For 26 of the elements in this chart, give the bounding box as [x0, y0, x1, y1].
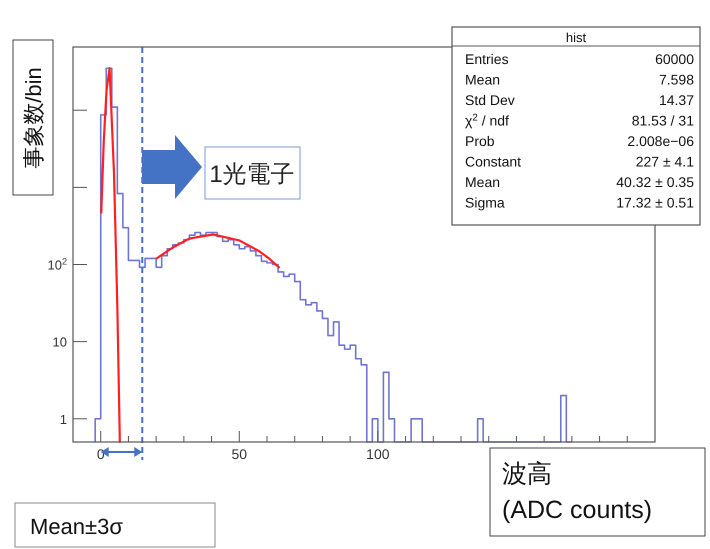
text: 7.598: [658, 72, 694, 88]
y-tick-label: 10$^{2}$: [47, 256, 67, 272]
annotation: Constant: [465, 154, 522, 170]
annotation: 1光電子: [209, 161, 295, 188]
text: Mean±3σ: [30, 514, 124, 539]
annotation: Mean: [465, 174, 500, 190]
annotation: Mean: [465, 72, 500, 88]
annotation: 227 ± 4.1: [636, 154, 694, 170]
annotation: 2.008e−06: [627, 133, 694, 149]
y-axis-title: 事象数/bin: [21, 67, 46, 169]
annotation: Entries: [465, 51, 509, 67]
annotation: χ$^{2}$ / ndf: [465, 112, 510, 128]
text: 14.37: [658, 92, 694, 108]
annotation: Sigma: [465, 194, 505, 210]
annotation: 81.53 / 31: [632, 112, 694, 128]
y-tick-label: 1: [60, 412, 67, 427]
text: hist: [566, 30, 586, 45]
annotation: Std Dev: [465, 92, 515, 108]
annotation: 17.32 ± 0.51: [616, 194, 694, 210]
y-tick-label: 10: [52, 334, 67, 350]
x-tick-label: 100: [366, 446, 390, 462]
x-axis-title: 波高 (ADC counts): [502, 460, 652, 524]
annotation: Prob: [465, 133, 495, 149]
x-tick-label: 50: [231, 446, 248, 462]
text: 60000: [655, 51, 694, 67]
annotation: 40.32 ± 0.35: [616, 174, 694, 190]
